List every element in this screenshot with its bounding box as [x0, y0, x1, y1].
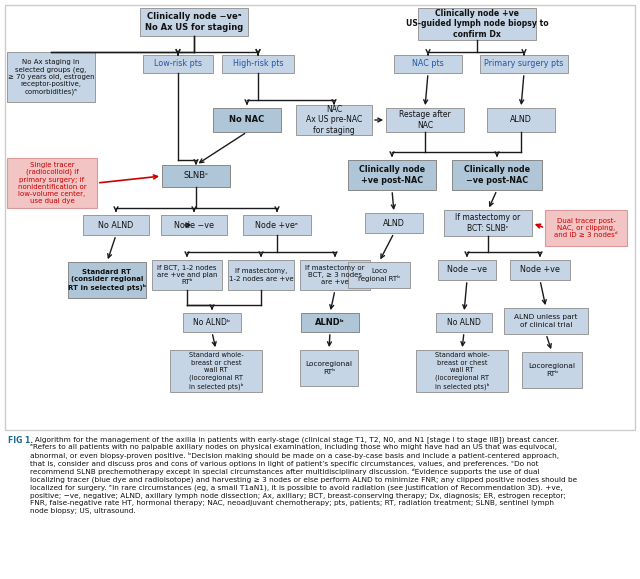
Text: Algorithm for the management of the axilla in patients with early-stage (clinica: Algorithm for the management of the axil… — [30, 436, 577, 514]
Text: No ALNDᵇ: No ALNDᵇ — [193, 318, 230, 327]
FancyBboxPatch shape — [228, 260, 294, 290]
FancyBboxPatch shape — [545, 210, 627, 246]
Text: ALND unless part
of clinical trial: ALND unless part of clinical trial — [515, 314, 578, 328]
Text: Low-risk pts: Low-risk pts — [154, 60, 202, 68]
Text: Node −ve: Node −ve — [447, 266, 487, 274]
Text: NAC pts: NAC pts — [412, 60, 444, 68]
FancyBboxPatch shape — [386, 108, 464, 132]
FancyBboxPatch shape — [438, 260, 496, 280]
FancyBboxPatch shape — [504, 308, 588, 334]
Text: Standard whole-
breast or chest
wall RT
(locoregional RT
in selected pts)ᵇ: Standard whole- breast or chest wall RT … — [189, 353, 243, 390]
FancyBboxPatch shape — [243, 215, 311, 235]
Text: No Ax staging in
selected groups (eg,
≥ 70 years old, estrogen
receptor-positive: No Ax staging in selected groups (eg, ≥ … — [8, 59, 94, 95]
FancyBboxPatch shape — [510, 260, 570, 280]
FancyBboxPatch shape — [83, 215, 149, 235]
Text: If mastectomy or
BCT, ≥ 3 nodes
are +ve: If mastectomy or BCT, ≥ 3 nodes are +ve — [305, 265, 365, 285]
Text: If BCT, 1-2 nodes
are +ve and plan
RTᵇ: If BCT, 1-2 nodes are +ve and plan RTᵇ — [157, 265, 217, 285]
Text: Loco
regional RTᵇ: Loco regional RTᵇ — [358, 267, 400, 282]
FancyBboxPatch shape — [444, 210, 532, 236]
FancyBboxPatch shape — [222, 55, 294, 73]
FancyBboxPatch shape — [487, 108, 555, 132]
Text: SLNBᶜ: SLNBᶜ — [184, 171, 209, 181]
Text: Standard RT
(consider regional
RT in selected pts)ᵇ: Standard RT (consider regional RT in sel… — [68, 269, 146, 291]
Text: Standard whole-
breast or chest
wall RT
(locoregional RT
in selected pts)ᵇ: Standard whole- breast or chest wall RT … — [435, 353, 490, 390]
FancyBboxPatch shape — [296, 105, 372, 135]
Text: Locoregional
RTᵇ: Locoregional RTᵇ — [529, 364, 575, 376]
Text: NAC
Ax US pre-NAC
for staging: NAC Ax US pre-NAC for staging — [306, 105, 362, 135]
FancyBboxPatch shape — [143, 55, 213, 73]
FancyBboxPatch shape — [5, 5, 635, 430]
FancyBboxPatch shape — [348, 160, 436, 190]
FancyBboxPatch shape — [301, 313, 359, 332]
Text: Node +veᵉ: Node +veᵉ — [255, 221, 299, 229]
Text: Node +ve: Node +ve — [520, 266, 560, 274]
FancyBboxPatch shape — [348, 262, 410, 288]
FancyBboxPatch shape — [7, 52, 95, 102]
Text: ALNDᵇ: ALNDᵇ — [315, 318, 345, 327]
Text: Locoregional
RTᵇ: Locoregional RTᵇ — [305, 361, 353, 375]
FancyBboxPatch shape — [300, 260, 370, 290]
Text: Clinically node
−ve post-NAC: Clinically node −ve post-NAC — [464, 165, 530, 185]
Text: No ALND: No ALND — [447, 318, 481, 327]
FancyBboxPatch shape — [140, 8, 248, 36]
Text: Clinically node
+ve post-NAC: Clinically node +ve post-NAC — [359, 165, 425, 185]
FancyBboxPatch shape — [452, 160, 542, 190]
Text: Dual tracer post-
NAC, or clipping,
and ID ≥ 3 nodesᵈ: Dual tracer post- NAC, or clipping, and … — [554, 218, 618, 238]
Text: High-risk pts: High-risk pts — [233, 60, 284, 68]
Text: ALND: ALND — [510, 115, 532, 124]
Text: ALND: ALND — [383, 218, 405, 228]
FancyBboxPatch shape — [170, 350, 262, 392]
FancyBboxPatch shape — [436, 313, 492, 332]
FancyBboxPatch shape — [365, 213, 423, 233]
FancyBboxPatch shape — [416, 350, 508, 392]
FancyBboxPatch shape — [162, 165, 230, 187]
Text: No NAC: No NAC — [229, 115, 264, 124]
FancyBboxPatch shape — [7, 158, 97, 208]
FancyBboxPatch shape — [300, 350, 358, 386]
FancyBboxPatch shape — [152, 260, 222, 290]
FancyBboxPatch shape — [522, 352, 582, 388]
FancyBboxPatch shape — [68, 262, 146, 298]
Text: Clinically node −veᵃ
No Ax US for staging: Clinically node −veᵃ No Ax US for stagin… — [145, 12, 243, 32]
Text: If mastectomy or
BCT: SLNBᶜ: If mastectomy or BCT: SLNBᶜ — [456, 213, 520, 233]
FancyBboxPatch shape — [161, 215, 227, 235]
FancyBboxPatch shape — [183, 313, 241, 332]
FancyBboxPatch shape — [480, 55, 568, 73]
Text: Node −ve: Node −ve — [174, 221, 214, 229]
Text: Single tracer
(radiocolloid) if
primary surgery; if
nonidentification or
low-vol: Single tracer (radiocolloid) if primary … — [18, 162, 86, 204]
Text: If mastectomy,
1-2 nodes are +ve: If mastectomy, 1-2 nodes are +ve — [228, 269, 293, 281]
Text: No ALND: No ALND — [99, 221, 134, 229]
FancyBboxPatch shape — [418, 8, 536, 40]
FancyBboxPatch shape — [394, 55, 462, 73]
Text: FIG 1.: FIG 1. — [8, 436, 33, 445]
Text: Clinically node +ve
US-guided lymph node biopsy to
confirm Dx: Clinically node +ve US-guided lymph node… — [406, 9, 548, 39]
Text: Restage after
NAC: Restage after NAC — [399, 110, 451, 130]
FancyBboxPatch shape — [213, 108, 281, 132]
Text: Primary surgery pts: Primary surgery pts — [484, 60, 564, 68]
